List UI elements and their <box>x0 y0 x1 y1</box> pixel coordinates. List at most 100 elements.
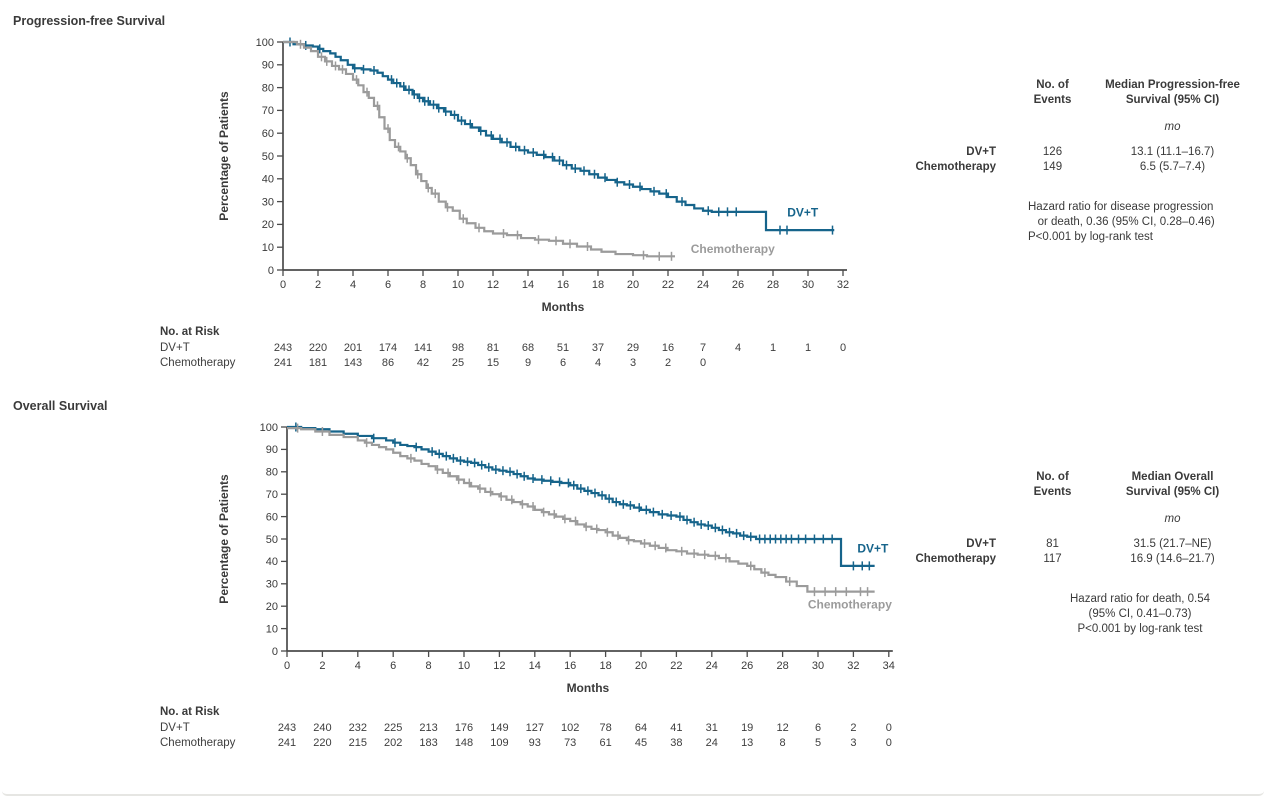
risk-value: 6 <box>559 357 567 369</box>
risk-value: 220 <box>313 737 332 749</box>
y-tick-label: 0 <box>268 265 274 277</box>
risk-value: 8 <box>779 737 786 749</box>
risk-value: 143 <box>343 357 363 369</box>
x-tick-label: 16 <box>564 660 576 672</box>
pfs-panel-title: Progression-free Survival <box>13 14 166 28</box>
risk-value: 25 <box>451 357 465 369</box>
curve-label-dvt: DV+T <box>857 541 889 555</box>
row-label: DV+T <box>966 145 996 158</box>
risk-value: 213 <box>419 722 438 734</box>
x-tick-label: 0 <box>280 279 286 291</box>
curve-label-chemo: Chemotherapy <box>808 597 892 611</box>
risk-value: 215 <box>348 737 367 749</box>
x-tick-label: 20 <box>627 279 639 291</box>
risk-row-label: DV+T <box>160 342 190 354</box>
median-value: 13.1 (11.1–16.7) <box>1130 145 1215 158</box>
risk-value: 3 <box>850 737 857 749</box>
row-label: DV+T <box>966 537 996 550</box>
x-tick-label: 8 <box>420 279 426 291</box>
risk-value: 4 <box>734 342 742 354</box>
risk-value: 68 <box>521 342 535 354</box>
risk-value: 109 <box>490 737 509 749</box>
y-tick-label: 100 <box>256 37 274 49</box>
risk-value: 86 <box>381 357 395 369</box>
risk-value: 45 <box>634 737 648 749</box>
unit-label: mo <box>1164 513 1181 525</box>
risk-value: 73 <box>564 737 577 749</box>
stats-row-chemotherapy: Chemotherapy 149 6.5 (5.7–7.4) <box>860 160 1266 176</box>
stats-header-spacer <box>860 470 1010 499</box>
x-tick-label: 12 <box>487 279 499 291</box>
pfs-hazard-ratio-note: Hazard ratio for disease progression or … <box>1028 200 1215 243</box>
risk-value: 0 <box>699 357 707 369</box>
y-tick-label: 60 <box>266 511 278 523</box>
os-stats-unit-row: mo <box>860 512 1266 528</box>
risk-value: 202 <box>384 737 403 749</box>
x-tick-label: 4 <box>355 660 361 672</box>
os-stats-table: No. of Events Median Overall Survival (9… <box>860 470 1266 637</box>
curve-label-dvt: DV+T <box>787 205 819 219</box>
stats-row-dvt: DV+T 81 31.5 (21.7–NE) <box>860 537 1266 553</box>
os-hazard-ratio-note: Hazard ratio for death, 0.54 (95% CI, 0.… <box>1070 592 1210 635</box>
y-tick-label: 30 <box>266 579 278 591</box>
risk-value: 61 <box>599 737 612 749</box>
risk-table-header: No. at Risk <box>160 326 220 338</box>
risk-value: 149 <box>490 722 509 734</box>
x-tick-label: 12 <box>493 660 505 672</box>
stats-row-dvt: DV+T 126 13.1 (11.1–16.7) <box>860 145 1266 161</box>
x-tick-label: 2 <box>315 279 321 291</box>
y-tick-label: 70 <box>266 489 278 501</box>
x-tick-label: 32 <box>847 660 859 672</box>
y-tick-label: 40 <box>266 556 278 568</box>
events-value: 126 <box>1042 145 1063 158</box>
risk-value: 1 <box>769 342 777 354</box>
x-tick-label: 22 <box>670 660 682 672</box>
risk-value: 12 <box>776 722 789 734</box>
risk-value: 37 <box>591 342 605 354</box>
x-axis-title: Months <box>542 300 585 314</box>
y-tick-label: 70 <box>262 105 274 117</box>
risk-value: 16 <box>661 342 675 354</box>
events-value: 81 <box>1046 537 1059 550</box>
risk-value: 42 <box>416 357 430 369</box>
risk-value: 181 <box>308 357 328 369</box>
risk-row-label: Chemotherapy <box>160 357 236 369</box>
risk-value: 102 <box>561 722 580 734</box>
x-tick-label: 10 <box>452 279 464 291</box>
risk-value: 225 <box>384 722 403 734</box>
risk-value: 9 <box>524 357 532 369</box>
median-value: 16.9 (14.6–21.7) <box>1130 553 1215 565</box>
risk-value: 0 <box>839 342 847 354</box>
risk-value: 38 <box>670 737 683 749</box>
risk-value: 183 <box>419 737 438 749</box>
median-value: 31.5 (21.7–NE) <box>1133 537 1212 550</box>
risk-value: 81 <box>486 342 500 354</box>
row-label: Chemotherapy <box>915 553 996 565</box>
risk-value: 232 <box>348 722 367 734</box>
y-tick-label: 0 <box>272 646 278 658</box>
risk-value: 51 <box>556 342 570 354</box>
y-tick-label: 50 <box>266 534 278 546</box>
risk-value: 243 <box>277 722 297 734</box>
km-curve-dvt <box>283 40 835 232</box>
risk-value: 19 <box>741 722 754 734</box>
y-tick-label: 10 <box>266 623 278 635</box>
risk-value: 0 <box>885 737 892 749</box>
risk-value: 93 <box>528 737 541 749</box>
events-value: 117 <box>1043 553 1062 565</box>
risk-value: 5 <box>814 737 822 749</box>
risk-value: 29 <box>626 342 640 354</box>
events-value: 149 <box>1042 161 1063 173</box>
risk-value: 1 <box>804 342 812 354</box>
pfs-stats-header-row: No. of Events Median Progression-free Su… <box>860 78 1266 107</box>
y-tick-label: 10 <box>262 242 274 254</box>
risk-row-label: DV+T <box>160 722 190 734</box>
x-tick-label: 18 <box>599 660 611 672</box>
risk-value: 127 <box>525 722 544 734</box>
unit-label: mo <box>1164 121 1181 133</box>
x-tick-label: 2 <box>319 660 325 672</box>
risk-value: 4 <box>594 357 602 369</box>
risk-value: 201 <box>343 342 363 354</box>
